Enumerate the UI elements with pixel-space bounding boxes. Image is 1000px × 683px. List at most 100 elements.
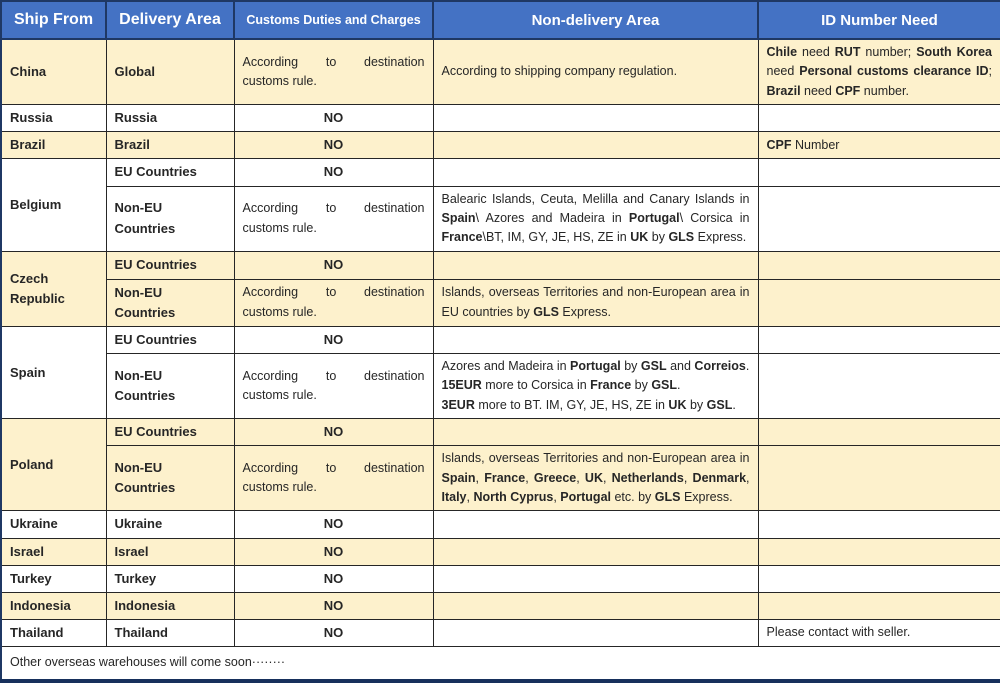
cell-non-delivery bbox=[432, 564, 759, 593]
header-non-delivery-area: Non-delivery Area bbox=[432, 0, 759, 40]
cell-id-number: Please contact with seller. bbox=[757, 619, 1000, 648]
cell-delivery-area: Non-EU Countries bbox=[105, 445, 235, 512]
cell-customs: NO bbox=[233, 591, 434, 621]
row-israel: Israel Israel NO bbox=[0, 537, 1000, 566]
cell-customs: NO bbox=[233, 619, 434, 648]
cell-id-number bbox=[757, 445, 1000, 512]
cell-non-delivery: Islands, overseas Territories and non-Eu… bbox=[432, 278, 759, 327]
cell-ship-from: Israel bbox=[0, 537, 107, 566]
row-spain-eu: Spain EU Countries NO bbox=[0, 325, 1000, 420]
cell-customs: NO bbox=[233, 104, 434, 133]
cell-customs: According to destination customs rule. bbox=[233, 278, 434, 327]
cell-non-delivery bbox=[432, 619, 759, 648]
cell-delivery-area: EU Countries bbox=[105, 250, 235, 280]
cell-id-number bbox=[757, 250, 1000, 280]
cell-id-number bbox=[757, 104, 1000, 133]
cell-non-delivery bbox=[432, 325, 759, 355]
cell-non-delivery: Balearic Islands, Ceuta, Melilla and Can… bbox=[432, 185, 759, 252]
cell-ship-from: Spain bbox=[0, 325, 107, 420]
cell-non-delivery bbox=[432, 510, 759, 539]
row-ukraine: Ukraine Ukraine NO bbox=[0, 510, 1000, 539]
cell-delivery-area: Brazil bbox=[105, 131, 235, 160]
cell-delivery-area: EU Countries bbox=[105, 418, 235, 447]
cell-id-number bbox=[757, 564, 1000, 593]
cell-customs: NO bbox=[233, 418, 434, 447]
cell-delivery-area: Turkey bbox=[105, 564, 235, 593]
cell-ship-from: Russia bbox=[0, 104, 107, 133]
row-spain-non-eu: Non-EU Countries According to destinatio… bbox=[1, 353, 1000, 420]
cell-id-number: Chile need RUT number; South Korea need … bbox=[757, 38, 1000, 106]
cell-customs: NO bbox=[233, 158, 434, 187]
cell-delivery-area: Indonesia bbox=[105, 591, 235, 621]
row-indonesia: Indonesia Indonesia NO bbox=[0, 591, 1000, 621]
cell-ship-from: Poland bbox=[0, 418, 107, 512]
cell-delivery-area: Global bbox=[105, 38, 235, 106]
cell-non-delivery: Azores and Madeira in Portugal by GSL an… bbox=[432, 353, 759, 420]
cell-customs: NO bbox=[233, 131, 434, 160]
cell-customs: According to destination customs rule. bbox=[233, 353, 434, 420]
cell-delivery-area: Thailand bbox=[105, 619, 235, 648]
cell-delivery-area: Ukraine bbox=[105, 510, 235, 539]
cell-delivery-area: Non-EU Countries bbox=[105, 353, 235, 420]
cell-ship-from: Czech Republic bbox=[0, 250, 107, 327]
row-thailand: Thailand Thailand NO Please contact with… bbox=[0, 619, 1000, 648]
cell-non-delivery bbox=[432, 537, 759, 566]
cell-customs: NO bbox=[233, 537, 434, 566]
cell-ship-from: Brazil bbox=[0, 131, 107, 160]
row-belgium-eu: Belgium EU Countries NO bbox=[0, 158, 1000, 252]
footer-note: Other overseas warehouses will come soon… bbox=[1, 646, 1000, 682]
header-row: Ship From Delivery Area Customs Duties a… bbox=[0, 0, 1000, 40]
cell-non-delivery bbox=[432, 131, 759, 160]
cell-delivery-area: Non-EU Countries bbox=[105, 185, 235, 252]
cell-ship-from: Ukraine bbox=[0, 510, 107, 539]
cell-id-number bbox=[757, 591, 1000, 621]
cell-id-number: CPF Number bbox=[757, 131, 1000, 160]
row-czech-eu: Czech Republic EU Countries NO bbox=[0, 250, 1000, 327]
row-brazil: Brazil Brazil NO CPF Number bbox=[0, 131, 1000, 160]
header-customs-duties: Customs Duties and Charges bbox=[233, 0, 434, 40]
cell-customs: NO bbox=[233, 510, 434, 539]
cell-id-number bbox=[757, 510, 1000, 539]
cell-customs: According to destination customs rule. bbox=[233, 38, 434, 106]
cell-non-delivery bbox=[432, 591, 759, 621]
row-poland-non-eu: Non-EU Countries According to destinatio… bbox=[1, 445, 1000, 512]
cell-id-number bbox=[757, 325, 1000, 355]
cell-delivery-area: EU Countries bbox=[105, 325, 235, 355]
header-ship-from: Ship From bbox=[0, 0, 107, 40]
cell-customs: NO bbox=[233, 325, 434, 355]
header-delivery-area: Delivery Area bbox=[105, 0, 235, 40]
cell-non-delivery: Islands, overseas Territories and non-Eu… bbox=[432, 445, 759, 512]
cell-ship-from: Thailand bbox=[0, 619, 107, 648]
cell-ship-from: Indonesia bbox=[0, 591, 107, 621]
cell-delivery-area: Israel bbox=[105, 537, 235, 566]
cell-ship-from: China bbox=[0, 38, 107, 106]
cell-id-number bbox=[757, 418, 1000, 447]
cell-id-number bbox=[757, 158, 1000, 187]
cell-ship-from: Belgium bbox=[0, 158, 107, 252]
cell-non-delivery bbox=[432, 250, 759, 280]
cell-non-delivery bbox=[432, 158, 759, 187]
cell-ship-from: Turkey bbox=[0, 564, 107, 593]
cell-customs: According to destination customs rule. bbox=[233, 185, 434, 252]
row-turkey: Turkey Turkey NO bbox=[0, 564, 1000, 593]
cell-non-delivery: According to shipping company regulation… bbox=[432, 38, 759, 106]
row-china: China Global According to destination cu… bbox=[0, 38, 1000, 106]
cell-delivery-area: Non-EU Countries bbox=[105, 278, 235, 327]
cell-customs: According to destination customs rule. bbox=[233, 445, 434, 512]
cell-delivery-area: Russia bbox=[105, 104, 235, 133]
row-poland-eu: Poland EU Countries NO bbox=[0, 418, 1000, 512]
cell-id-number bbox=[757, 353, 1000, 420]
cell-id-number bbox=[757, 278, 1000, 327]
row-footer-note: Other overseas warehouses will come soon… bbox=[1, 646, 1000, 682]
cell-non-delivery bbox=[432, 104, 759, 133]
cell-id-number bbox=[757, 537, 1000, 566]
row-belgium-non-eu: Non-EU Countries According to destinatio… bbox=[1, 185, 1000, 252]
cell-delivery-area: EU Countries bbox=[105, 158, 235, 187]
cell-id-number bbox=[757, 185, 1000, 252]
cell-customs: NO bbox=[233, 564, 434, 593]
row-czech-non-eu: Non-EU Countries According to destinatio… bbox=[1, 278, 1000, 327]
cell-non-delivery bbox=[432, 418, 759, 447]
cell-customs: NO bbox=[233, 250, 434, 280]
